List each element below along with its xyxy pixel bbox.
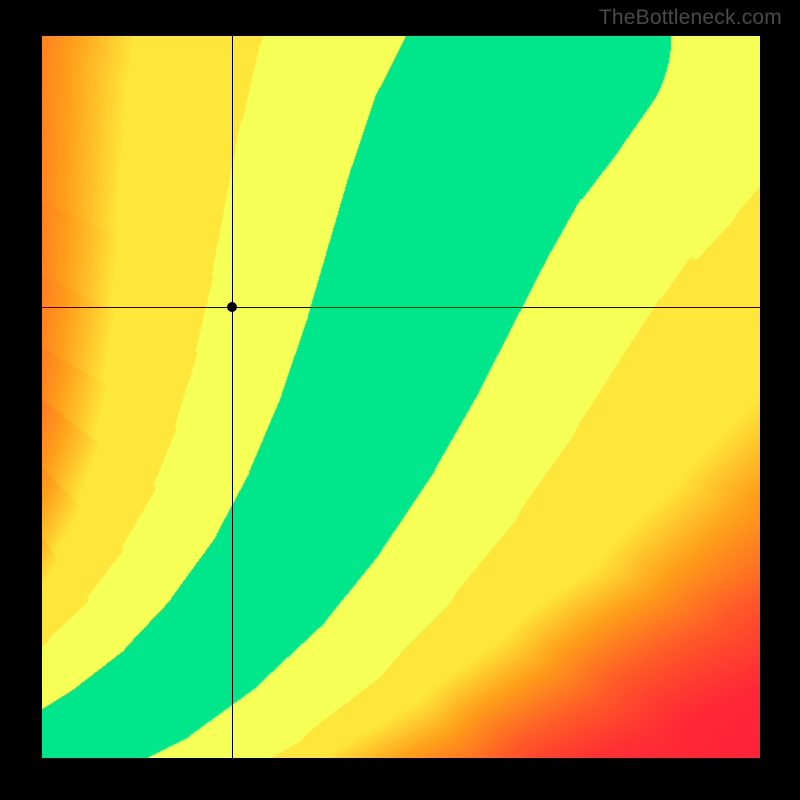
heatmap-canvas (42, 36, 760, 758)
watermark-text: TheBottleneck.com (599, 6, 782, 30)
figure-container: TheBottleneck.com (0, 0, 800, 800)
crosshair-marker (227, 302, 237, 312)
crosshair-horizontal (42, 307, 760, 308)
heatmap-plot (42, 36, 760, 758)
crosshair-vertical (232, 36, 233, 758)
